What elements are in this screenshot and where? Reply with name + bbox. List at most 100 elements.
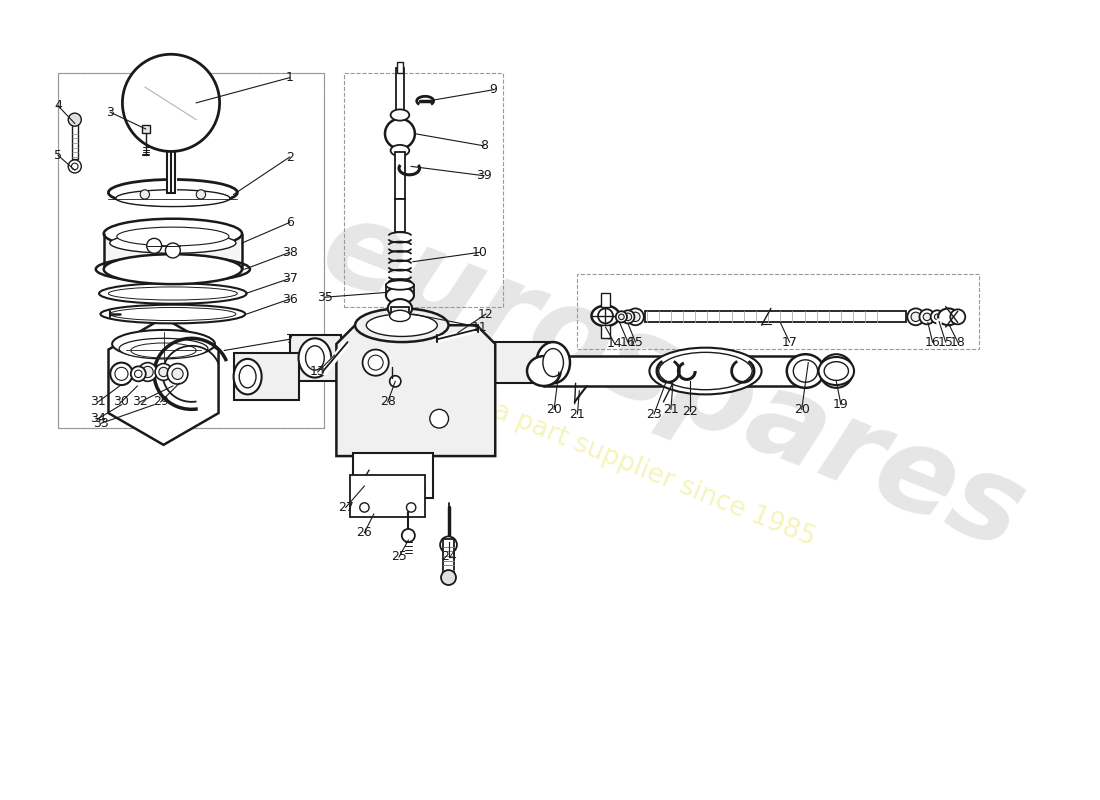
Circle shape: [407, 502, 416, 512]
Text: 17: 17: [782, 335, 797, 349]
Text: 28: 28: [379, 395, 396, 408]
Ellipse shape: [131, 343, 196, 358]
Text: 11: 11: [472, 321, 487, 334]
Text: 36: 36: [282, 293, 297, 306]
Ellipse shape: [659, 352, 752, 390]
Text: 15: 15: [937, 335, 954, 349]
Ellipse shape: [99, 283, 246, 304]
Ellipse shape: [103, 254, 242, 284]
Ellipse shape: [239, 366, 256, 388]
Ellipse shape: [355, 309, 449, 342]
Ellipse shape: [793, 360, 817, 382]
Circle shape: [931, 310, 944, 323]
Text: 4: 4: [54, 99, 62, 112]
Ellipse shape: [366, 314, 438, 337]
Text: 33: 33: [94, 417, 109, 430]
Circle shape: [618, 314, 624, 320]
Polygon shape: [491, 342, 551, 383]
Text: 13: 13: [310, 366, 326, 378]
Ellipse shape: [389, 310, 410, 322]
Text: 32: 32: [132, 395, 148, 408]
Ellipse shape: [103, 218, 242, 249]
Text: 37: 37: [282, 272, 298, 285]
Circle shape: [911, 312, 921, 322]
Bar: [58, 73, 324, 428]
Ellipse shape: [592, 306, 619, 326]
Bar: [601, 294, 610, 306]
Ellipse shape: [110, 233, 235, 254]
Bar: [351, 474, 426, 517]
Bar: [58, 73, 324, 428]
Text: 35: 35: [317, 290, 333, 304]
Bar: [106, 235, 240, 262]
Text: 27: 27: [338, 501, 354, 514]
Circle shape: [72, 163, 78, 170]
Text: a part supplier since 1985: a part supplier since 1985: [490, 398, 820, 551]
Circle shape: [385, 118, 415, 149]
Text: 10: 10: [472, 246, 487, 259]
Circle shape: [155, 363, 172, 380]
Circle shape: [621, 310, 635, 323]
Circle shape: [140, 190, 150, 199]
Text: 26: 26: [356, 526, 372, 539]
Ellipse shape: [938, 309, 959, 326]
Ellipse shape: [109, 179, 238, 206]
Circle shape: [598, 309, 613, 323]
Bar: [344, 73, 503, 306]
Text: 21: 21: [663, 403, 679, 416]
Circle shape: [68, 160, 81, 173]
Ellipse shape: [109, 287, 238, 300]
Text: eurospares: eurospares: [306, 188, 1041, 574]
Circle shape: [624, 313, 631, 321]
Ellipse shape: [103, 261, 242, 278]
Circle shape: [360, 502, 370, 512]
Circle shape: [920, 310, 934, 324]
Circle shape: [196, 190, 206, 199]
Text: 12: 12: [478, 307, 494, 321]
Bar: [72, 122, 78, 159]
Text: 19: 19: [833, 398, 849, 411]
Bar: [601, 326, 610, 338]
Ellipse shape: [298, 338, 331, 378]
Circle shape: [68, 113, 81, 126]
Ellipse shape: [543, 349, 563, 377]
Text: 20: 20: [794, 403, 810, 416]
Bar: [142, 126, 150, 133]
Text: 34: 34: [90, 412, 106, 425]
Bar: [443, 539, 454, 573]
Text: 21: 21: [570, 407, 585, 421]
Circle shape: [122, 54, 220, 151]
Circle shape: [363, 484, 372, 494]
Bar: [395, 199, 405, 232]
Text: 16: 16: [925, 335, 940, 349]
Ellipse shape: [386, 280, 414, 290]
Text: 29: 29: [153, 395, 168, 408]
Circle shape: [402, 529, 415, 542]
Circle shape: [923, 313, 931, 321]
Circle shape: [165, 243, 180, 258]
Text: 22: 22: [682, 405, 697, 418]
Ellipse shape: [818, 357, 854, 385]
Ellipse shape: [116, 190, 230, 206]
Polygon shape: [289, 334, 341, 382]
Circle shape: [389, 376, 400, 387]
Ellipse shape: [96, 256, 250, 282]
Text: 39: 39: [476, 170, 492, 182]
Circle shape: [146, 238, 162, 254]
Polygon shape: [109, 318, 219, 445]
Bar: [353, 454, 432, 498]
Circle shape: [139, 362, 157, 382]
Ellipse shape: [527, 356, 561, 386]
Ellipse shape: [390, 110, 409, 121]
Ellipse shape: [386, 287, 414, 304]
Circle shape: [134, 370, 142, 378]
Text: 31: 31: [90, 395, 106, 408]
Bar: [543, 356, 805, 386]
Text: 14: 14: [607, 338, 623, 350]
Circle shape: [630, 312, 640, 322]
Circle shape: [368, 355, 383, 370]
Text: 7: 7: [286, 333, 294, 346]
Circle shape: [131, 366, 146, 382]
Bar: [396, 68, 404, 120]
Bar: [167, 137, 175, 193]
